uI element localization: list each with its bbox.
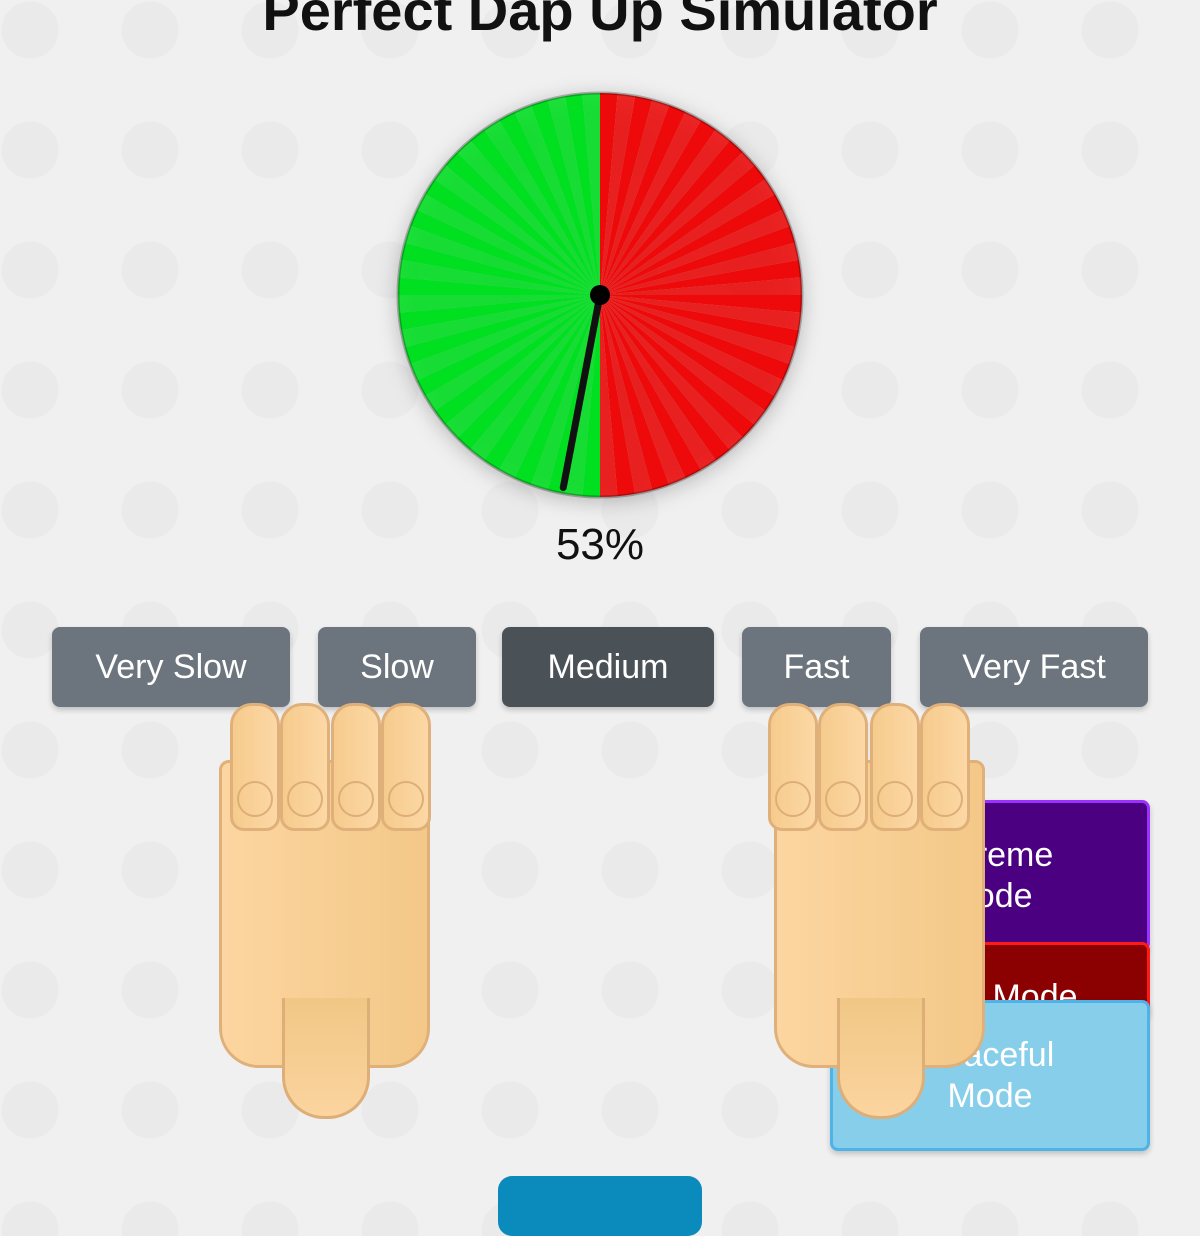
green-wedge [547,96,600,295]
green-wedge [530,99,600,295]
red-wedge [600,295,799,348]
green-wedge [398,295,600,313]
red-wedge [600,295,802,313]
page-title: Perfect Dap Up Simulator [262,0,938,42]
needle-pivot [590,285,610,305]
red-wedge [600,295,686,485]
red-wedge [600,277,802,295]
speed-very-fast-button[interactable]: Very Fast [920,627,1148,707]
red-wedge [600,93,618,295]
red-wedge [600,295,730,461]
left-hand [219,703,434,1119]
red-wedge [600,295,653,494]
green-wedge [457,295,600,450]
speed-medium-button[interactable]: Medium [502,627,714,707]
green-wedge [514,295,600,485]
speed-very-slow-button[interactable]: Very Slow [52,627,290,707]
red-wedge [600,259,802,295]
red-wedge [600,225,796,295]
red-wedge [600,295,755,438]
red-wedge [600,93,636,295]
red-wedge [600,179,775,295]
green-wedge [398,277,600,295]
green-wedge [582,93,600,295]
green-wedge [484,120,600,295]
red-wedge [600,120,716,295]
red-wedge [600,295,766,425]
red-wedge [600,242,799,295]
wheel-needle [559,291,604,492]
red-wedge [600,209,790,295]
red-wedge [600,295,701,479]
green-wedge [425,179,600,295]
finger [280,703,330,831]
speed-slow-button[interactable]: Slow [318,627,476,707]
finger [870,703,920,831]
red-wedge [600,165,766,295]
red-wedge [600,295,743,450]
red-wedge [600,140,743,295]
green-wedge [401,295,600,348]
thumb [837,998,925,1119]
red-wedge [600,194,784,295]
green-wedge [416,295,600,396]
finger [768,703,818,831]
dap-meter-wheel [396,91,804,499]
red-wedge [600,295,618,497]
green-wedge [530,295,600,491]
green-wedge [445,295,600,438]
green-wedge [445,152,600,295]
finger [230,703,280,831]
red-wedge [600,295,784,396]
red-wedge [600,111,701,295]
red-wedge [600,105,686,295]
green-wedge [404,225,600,295]
green-wedge [410,209,600,295]
finger [920,703,970,831]
green-wedge [434,295,600,425]
green-wedge [470,129,600,295]
green-wedge [457,140,600,295]
green-wedge [416,194,600,295]
finger [818,703,868,831]
green-wedge [499,111,600,295]
red-wedge [600,295,636,497]
red-wedge [600,295,775,411]
speed-fast-button[interactable]: Fast [742,627,891,707]
red-wedge [600,295,670,491]
red-wedge [600,96,653,295]
finger [381,703,431,831]
red-wedge [600,99,670,295]
red-wedge [600,295,790,381]
green-wedge [547,295,600,494]
green-wedge [499,295,600,479]
green-wedge [484,295,600,470]
finger [331,703,381,831]
red-wedge [600,129,730,295]
red-wedge [600,295,802,331]
green-wedge [514,105,600,295]
red-wedge [600,295,716,470]
percentage-readout: 53% [555,520,645,569]
green-wedge [582,295,600,497]
wheel-rim [396,91,804,499]
green-wedge [398,259,600,295]
red-wedge [600,295,796,365]
green-wedge [398,295,600,331]
right-hand [768,703,989,1119]
thumb [282,998,370,1119]
start-button[interactable] [498,1176,702,1236]
green-wedge [470,295,600,461]
green-wedge [425,295,600,411]
green-wedge [434,165,600,295]
red-wedge [600,152,755,295]
green-wedge [410,295,600,381]
green-wedge [564,93,600,295]
green-wedge [404,295,600,365]
green-wedge [401,242,600,295]
